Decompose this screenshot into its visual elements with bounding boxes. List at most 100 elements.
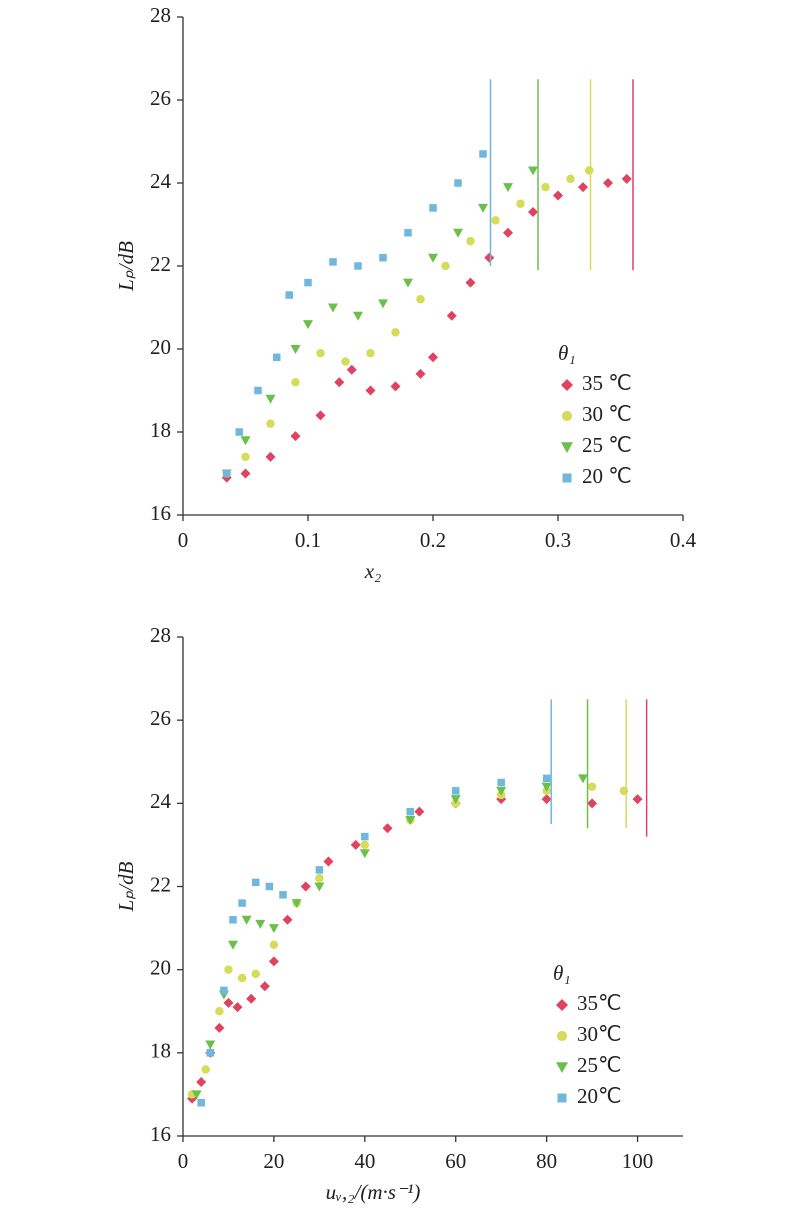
legend-label: 30℃ [577, 1022, 622, 1046]
point [265, 451, 276, 462]
point [196, 1076, 207, 1087]
point [220, 986, 228, 995]
y-tick-label: 20 [150, 335, 171, 359]
point [316, 348, 325, 358]
point [465, 277, 476, 288]
y-tick-label: 28 [150, 3, 171, 27]
point [329, 258, 337, 266]
point [290, 431, 301, 442]
point [528, 166, 538, 176]
point [228, 940, 238, 950]
x-tick-label: 60 [445, 1149, 466, 1173]
point [350, 839, 361, 850]
point [315, 410, 326, 421]
point [246, 993, 257, 1004]
point [466, 236, 475, 246]
y-tick-label: 16 [150, 1122, 171, 1146]
y-tick-label: 22 [150, 872, 171, 896]
point [414, 806, 425, 817]
point [241, 452, 250, 462]
point [378, 299, 388, 309]
point [282, 914, 293, 925]
point [566, 174, 575, 184]
point [223, 469, 231, 478]
point [454, 179, 462, 187]
point [206, 1049, 215, 1057]
point [279, 891, 287, 899]
point [428, 352, 438, 363]
legend-marker [562, 473, 572, 483]
point [265, 394, 276, 404]
point [365, 385, 376, 396]
point [415, 368, 426, 379]
point [240, 468, 251, 479]
point [603, 178, 613, 188]
x-tick-label: 20 [263, 1149, 284, 1173]
point [621, 173, 632, 184]
legend-label: 20℃ [577, 1084, 622, 1108]
x-tick-label: 0.4 [670, 528, 697, 552]
point [237, 973, 247, 983]
point [235, 428, 243, 436]
point [428, 253, 438, 263]
point [403, 278, 413, 288]
point [197, 1098, 205, 1107]
point [285, 291, 293, 299]
legend-label: 25 ℃ [582, 433, 632, 457]
point [254, 386, 262, 395]
legend-label: 20 ℃ [582, 464, 632, 488]
x-tick-label: 0.1 [295, 528, 321, 552]
point [240, 436, 251, 446]
point [491, 216, 500, 225]
point [266, 419, 275, 428]
x-tick-label: 0.2 [420, 528, 446, 552]
point [632, 794, 643, 805]
x-tick-label: 80 [536, 1149, 557, 1173]
point [542, 774, 551, 783]
point [585, 166, 594, 175]
point [361, 832, 369, 841]
point [541, 782, 552, 792]
point [578, 182, 588, 193]
point [273, 353, 281, 362]
point [429, 204, 437, 212]
point [354, 262, 362, 270]
point [251, 969, 260, 979]
point [232, 1002, 243, 1013]
y-axis-label: Lₚ/dB [114, 861, 138, 912]
point [406, 807, 415, 816]
point [238, 899, 246, 907]
point [503, 227, 513, 238]
point [478, 203, 488, 213]
point [315, 866, 324, 874]
point [241, 915, 252, 925]
legend-label: 30 ℃ [582, 402, 632, 426]
point [390, 381, 401, 392]
point [265, 882, 274, 891]
point [334, 377, 345, 388]
point [353, 311, 363, 321]
legend-title: θ₁ [553, 961, 571, 985]
point [391, 328, 400, 337]
point [205, 1040, 216, 1050]
legend-label: 35℃ [577, 991, 622, 1015]
legend-marker [556, 1030, 568, 1042]
x-tick-label: 0 [178, 1149, 189, 1173]
point [229, 916, 237, 924]
point [453, 228, 463, 238]
point [223, 997, 234, 1008]
point [304, 278, 312, 287]
y-tick-label: 28 [150, 623, 171, 647]
point [328, 303, 338, 313]
y-axis-label: Lₚ/dB [114, 241, 138, 292]
point [503, 183, 513, 193]
point [201, 1065, 210, 1074]
y-tick-label: 24 [150, 789, 172, 813]
point [441, 261, 450, 271]
point [259, 981, 270, 992]
point [315, 873, 324, 883]
point [379, 253, 387, 262]
point [303, 320, 313, 330]
point [269, 940, 279, 949]
x-tick-label: 0.3 [545, 528, 571, 552]
